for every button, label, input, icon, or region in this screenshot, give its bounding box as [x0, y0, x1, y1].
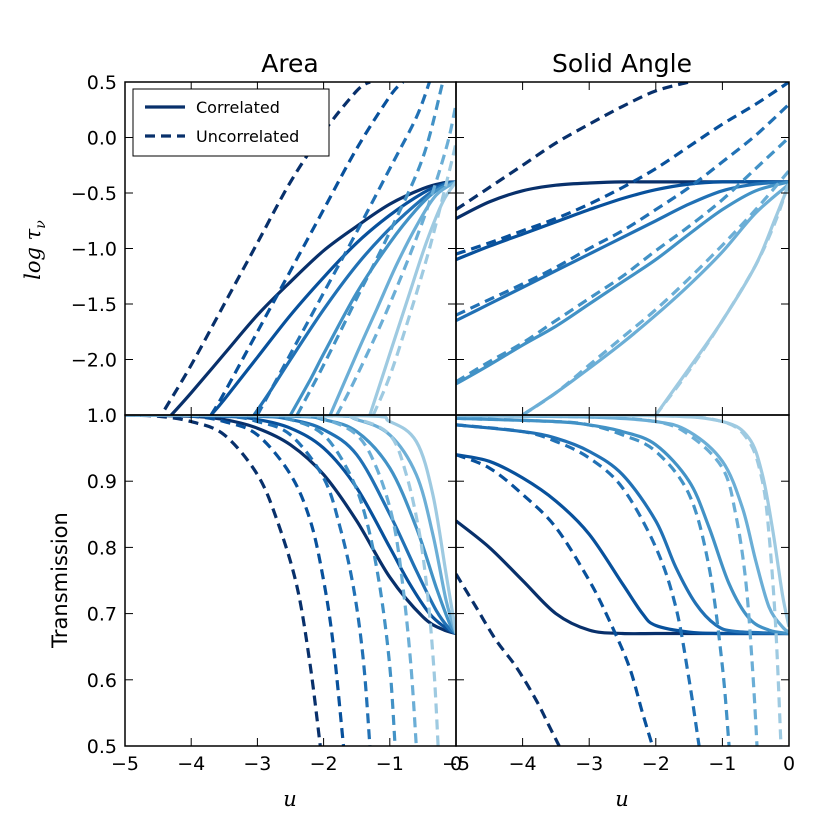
solid-angle-transmission-curves [456, 415, 789, 746]
solid-angle-transmission-frame [455, 414, 790, 747]
x-axis-label-left: u [283, 787, 297, 811]
y-tick-label: 0.9 [87, 471, 117, 493]
y-tick-label: −1.0 [71, 239, 117, 261]
solid-angle-transmission-dashed-series-11 [456, 415, 783, 746]
x-tick-label: 0 [783, 753, 795, 775]
panel-title-area: Area [261, 49, 319, 78]
x-axis-label-right: u [615, 787, 629, 811]
y-tick-label: 0.8 [87, 537, 117, 559]
x-tick-label: −2 [310, 753, 338, 775]
solid-angle-log-tau-solid-series-1 [456, 180, 789, 262]
axis-ticks: −5 −4 −3 −2 −1 0−5 −4 −3 −2 −1 00.50.0−0.5−1.0−1.5… [71, 72, 795, 775]
area-transmission-solid-series-0 [125, 415, 456, 636]
solid-angle-log-tau-dashed-series-6 [456, 82, 690, 211]
solid-angle-log-tau-dashed-series-11 [654, 181, 789, 415]
y-tick-label: 0.6 [87, 670, 117, 692]
y-tick-label: 0.7 [87, 604, 117, 626]
y-tick-label: 0.5 [87, 72, 117, 94]
y-tick-label: −0.5 [71, 183, 117, 205]
legend-box [132, 88, 330, 157]
x-tick-label: 0 [450, 753, 462, 775]
area-transmission-dashed-series-9 [125, 415, 397, 746]
x-tick-label: −5 [442, 753, 470, 775]
area-transmission-dashed-series-8 [125, 415, 372, 746]
solid-angle-log-tau-solid-series-3 [456, 180, 789, 386]
y-tick-label: −2.0 [71, 350, 117, 372]
bottom-y-axis-label: Transmission [48, 512, 72, 649]
solid-angle-log-tau-dashed-series-8 [456, 103, 789, 317]
solid-angle-transmission-dashed-series-8 [456, 423, 701, 746]
solid-angle-log-tau-dashed-series-7 [456, 82, 789, 256]
area-transmission-dashed-series-11 [125, 415, 440, 746]
panel-title-solid-angle: Solid Angle [552, 49, 692, 78]
x-tick-label: −4 [177, 753, 205, 775]
area-log-tau-dashed-series-7 [209, 82, 405, 415]
area-log-tau-dashed-series-8 [255, 82, 432, 415]
solid-angle-transmission-solid-series-2 [456, 423, 789, 636]
y-tick-label: 0.0 [87, 128, 117, 150]
solid-angle-transmission-solid-series-1 [456, 453, 789, 636]
x-tick-label: −3 [243, 753, 271, 775]
area-transmission-dashed-series-7 [125, 415, 346, 746]
area-log-tau-dashed-series-9 [295, 82, 445, 415]
solid-angle-log-tau-frame [455, 81, 790, 416]
solid-angle-log-tau-curves [456, 82, 789, 415]
y-tick-label: 1.0 [87, 405, 117, 427]
x-tick-label: −4 [509, 753, 537, 775]
legend-label-uncorrelated: Uncorrelated [196, 127, 299, 146]
area-log-tau-curves [163, 82, 456, 415]
y-tick-label: 0.5 [87, 736, 117, 758]
area-transmission-dashed-series-10 [125, 415, 418, 746]
area-log-tau-dashed-series-11 [371, 142, 456, 415]
x-tick-label: −1 [708, 753, 736, 775]
area-transmission-dashed-series-6 [125, 415, 322, 746]
solid-angle-log-tau-dashed-series-9 [456, 136, 789, 384]
x-tick-label: −5 [111, 753, 139, 775]
top-y-axis-label: log τν [21, 220, 49, 280]
solid-angle-transmission-dashed-series-6 [456, 573, 561, 746]
x-tick-label: −2 [642, 753, 670, 775]
solid-angle-transmission-dashed-series-9 [456, 416, 731, 746]
area-log-tau-solid-series-1 [209, 180, 456, 415]
area-log-tau-dashed-series-10 [335, 103, 456, 415]
solid-angle-transmission-solid-series-5 [456, 415, 789, 628]
solid-angle-log-tau-dashed-series-10 [521, 169, 789, 415]
y-tick-label: −1.5 [71, 294, 117, 316]
legend-label-correlated: Correlated [196, 98, 280, 117]
x-tick-label: −1 [376, 753, 404, 775]
area-log-tau-solid-series-4 [328, 180, 456, 415]
x-tick-label: −3 [575, 753, 603, 775]
area-transmission-curves [125, 415, 456, 746]
area-log-tau-solid-series-0 [170, 180, 456, 415]
solid-angle-log-tau-solid-series-2 [456, 180, 789, 323]
legend: Correlated Uncorrelated [132, 88, 330, 157]
svg-text:log τν: log τν [21, 220, 49, 280]
